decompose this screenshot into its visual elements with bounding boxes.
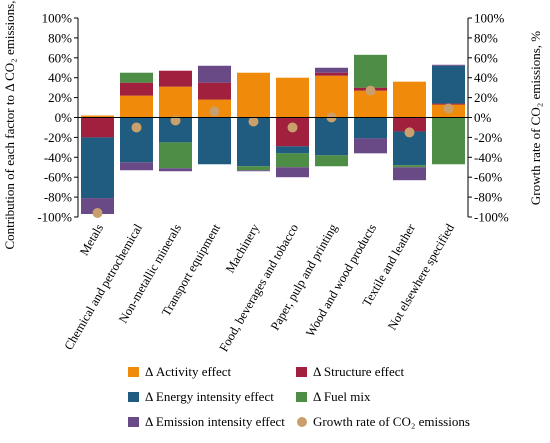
y-tick-label: 0%: [55, 110, 73, 125]
bar-segment-3-6: [315, 155, 348, 167]
growth-point-4: [248, 116, 259, 127]
bar-segment-1-8: [393, 117, 426, 132]
bar-segment-3-5: [276, 153, 309, 168]
bar-segment-3-4: [237, 166, 270, 171]
legend-label-2: Δ Energy intensity effect: [145, 389, 274, 404]
legend-label-3: Δ Fuel mix: [313, 389, 371, 404]
y2-tick-label: 20%: [474, 90, 498, 105]
right-tick-labels: 100% 80% 60% 40% 20% 0% -20% -40% -60% -80% -100%: [474, 11, 509, 225]
legend-marker-5: [297, 417, 307, 427]
growth-point-0: [92, 208, 103, 219]
bar-segment-3-1: [120, 72, 153, 83]
y-tick-label: 100%: [42, 11, 73, 26]
bar-segment-0-5: [276, 77, 309, 118]
y2-tick-label: 0%: [474, 110, 492, 125]
bar-segment-2-9: [432, 65, 465, 104]
bar-segment-4-8: [393, 167, 426, 181]
y2-tick-label: -80%: [474, 190, 502, 205]
y-tick-label: -60%: [44, 170, 72, 185]
bar-segment-3-7: [354, 54, 387, 88]
y-tick-label: -20%: [44, 130, 72, 145]
legend-label-5: Growth rate of CO₂ emissions: [313, 414, 470, 429]
y2-axis-title: Growth rate of CO₂ emissions, %: [528, 31, 543, 205]
bar-segment-3-9: [432, 117, 465, 165]
growth-points-layer: [92, 85, 454, 219]
y-tick-label: -80%: [44, 190, 72, 205]
bar-segment-0-2: [159, 86, 192, 118]
bar-segment-0-6: [315, 75, 348, 118]
legend-swatch-2: [128, 392, 139, 402]
y2-tick-label: -20%: [474, 130, 502, 145]
growth-point-1: [131, 122, 142, 133]
bar-segment-2-7: [354, 117, 387, 139]
growth-point-5: [287, 122, 298, 133]
bar-segment-4-9: [432, 64, 465, 66]
category-label-7: Wood and wood products: [303, 221, 379, 339]
legend-swatch-3: [296, 392, 307, 402]
y2-tick-label: 60%: [474, 50, 498, 65]
bar-segment-4-4: [237, 170, 270, 172]
bar-segment-0-1: [120, 95, 153, 118]
bar-segment-1-3: [198, 82, 231, 100]
bar-segment-3-8: [393, 165, 426, 168]
bar-segment-1-0: [81, 117, 114, 138]
bar-segment-4-0: [81, 198, 114, 215]
bar-segment-4-2: [159, 168, 192, 172]
y2-tick-label: -100%: [474, 210, 509, 225]
left-tick-labels: 100% 80% 60% 40% 20% 0% -20% -40% -60% -80% -100%: [37, 11, 72, 225]
bar-segment-0-0: [81, 115, 114, 118]
y2-tick-label: -40%: [474, 150, 502, 165]
legend: Δ Activity effect Δ Structure effect Δ Ene…: [128, 364, 470, 429]
legend-label-0: Δ Activity effect: [145, 364, 231, 379]
legend-swatch-1: [296, 367, 307, 377]
growth-point-2: [170, 115, 181, 126]
bar-segment-2-5: [276, 146, 309, 154]
y-tick-label: -100%: [37, 210, 72, 225]
y2-tick-label: 100%: [474, 11, 505, 26]
bar-segment-4-1: [120, 162, 153, 171]
y-tick-label: 80%: [48, 30, 72, 45]
y-tick-label: -40%: [44, 150, 72, 165]
bar-segment-3-2: [159, 142, 192, 169]
growth-point-8: [404, 127, 415, 138]
growth-point-9: [443, 103, 454, 114]
bar-segment-1-1: [120, 82, 153, 96]
legend-label-1: Δ Structure effect: [313, 364, 405, 379]
legend-swatch-4: [128, 417, 139, 427]
bar-segment-1-2: [159, 70, 192, 87]
category-label-4: Machinery: [223, 221, 263, 276]
category-label-0: Metals: [77, 221, 106, 258]
axes-layer: [74, 17, 472, 218]
y2-tick-label: 40%: [474, 70, 498, 85]
y-tick-label: 20%: [48, 90, 72, 105]
bar-segment-2-3: [198, 117, 231, 165]
bar-segment-2-6: [315, 117, 348, 156]
y2-tick-label: 80%: [474, 30, 498, 45]
bar-segment-0-8: [393, 81, 426, 118]
bar-segment-4-6: [315, 67, 348, 73]
bar-segment-4-7: [354, 138, 387, 154]
growth-point-7: [365, 85, 376, 96]
bar-segment-4-5: [276, 167, 309, 178]
category-label-1: Chemical and petrochemical: [61, 221, 145, 352]
bar-segment-4-3: [198, 65, 231, 83]
legend-label-4: Δ Emission intensity effect: [145, 414, 285, 429]
bar-segment-0-4: [237, 72, 270, 118]
y-tick-label: 60%: [48, 50, 72, 65]
y-axis-title: Contribution of each factor to Δ CO₂ emi…: [2, 0, 17, 250]
bar-segment-1-6: [315, 72, 348, 76]
growth-point-3: [209, 106, 220, 117]
bar-segment-2-0: [81, 137, 114, 199]
y-tick-label: 40%: [48, 70, 72, 85]
legend-swatch-0: [128, 367, 139, 377]
category-label-5: Food, beverages and tobacco: [216, 222, 301, 355]
y2-tick-label: -60%: [474, 170, 502, 185]
